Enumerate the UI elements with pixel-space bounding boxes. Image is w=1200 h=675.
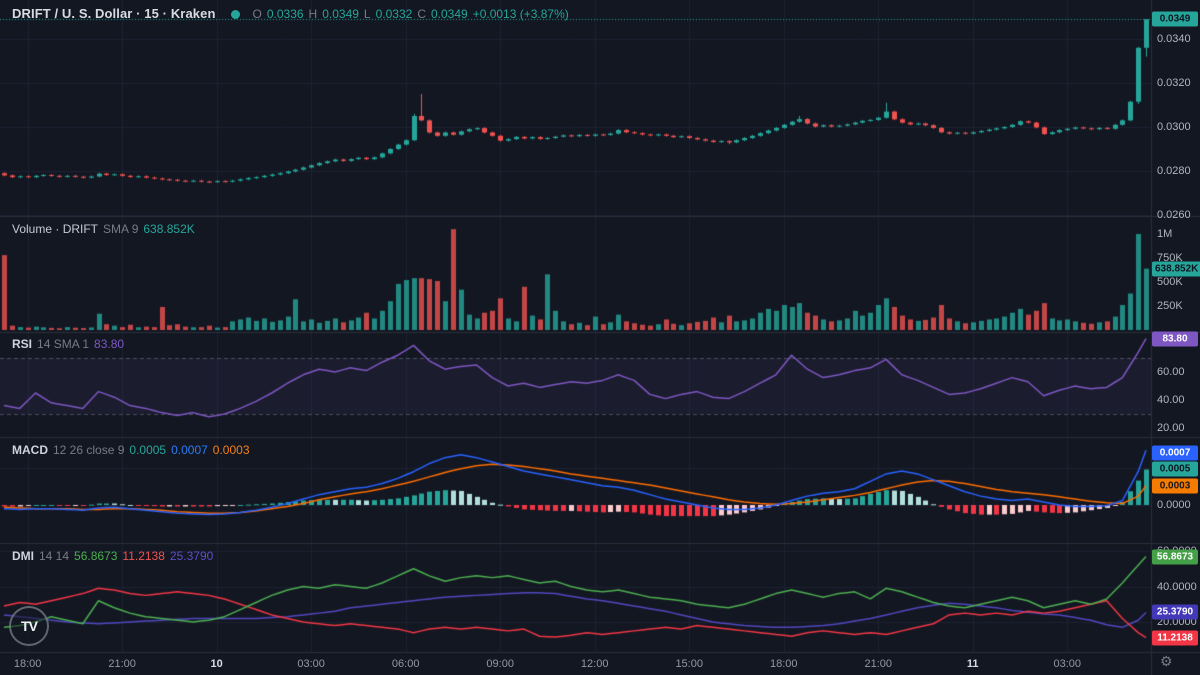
high-label: H — [308, 7, 318, 21]
tradingview-logo[interactable]: TV — [9, 606, 49, 646]
dmi-minus-value: 11.2138 — [122, 549, 165, 563]
rsi-value-badge: 83.80 — [1152, 331, 1198, 347]
price-axis[interactable]: 0.0340 0.0320 0.0300 0.0280 0.0260 1M 750K 500K… — [1151, 0, 1200, 652]
time-tick-0300-3: 03:00 — [297, 658, 325, 670]
macd-param: 12 26 close 9 — [53, 443, 125, 457]
settings-gear-icon[interactable]: ⚙︎ — [1160, 653, 1173, 669]
dmi-legend: DMI 14 14 56.8673 11.2138 25.3790 — [12, 548, 213, 564]
dmi-value-badge-2: 11.2138 — [1152, 630, 1198, 646]
high-value: 0.0349 — [322, 7, 359, 21]
time-tick-1200-6: 12:00 — [580, 658, 609, 670]
low-label: L — [363, 7, 371, 21]
symbol-title[interactable]: DRIFT / U. S. Dollar · 15 · Kraken — [12, 6, 216, 21]
rsi-legend: RSI 14 SMA 1 83.80 — [12, 336, 124, 352]
time-tick-10-2: 10 — [210, 658, 223, 670]
time-tick-0900-5: 09:00 — [486, 658, 514, 670]
price-axis-label-3: 0.0280 — [1157, 165, 1191, 177]
time-tick-1800-0: 18:00 — [13, 658, 42, 670]
rsi-value: 83.80 — [94, 337, 125, 351]
macd-signal-value: 0.0003 — [212, 443, 250, 457]
macd-value-badge-0: 0.0007 — [1152, 445, 1198, 461]
time-tick-0600-4: 06:00 — [391, 658, 420, 670]
macd-line-value: 0.0007 — [171, 443, 208, 457]
macd-legend: MACD 12 26 close 9 0.0005 0.0007 0.0003 — [12, 442, 250, 458]
current-price-badge: 0.0349 — [1152, 11, 1198, 27]
time-tick-2100-9: 21:00 — [864, 658, 892, 670]
rsi-axis-label-0: 60.00 — [1157, 366, 1185, 378]
volume-axis-label-1: 750K — [1157, 252, 1183, 264]
rsi-axis-label-1: 40.00 — [1157, 394, 1185, 406]
rsi-axis-label-2: 20.00 — [1157, 422, 1185, 434]
dmi-value-badge-1: 25.3790 — [1152, 604, 1198, 620]
dmi-title[interactable]: DMI — [12, 549, 34, 563]
time-tick-2100-1: 21:00 — [108, 658, 136, 670]
change-value: +0.0013 (+3.87%) — [472, 7, 569, 21]
volume-axis-label-2: 500K — [1157, 276, 1183, 288]
macd-title[interactable]: MACD — [12, 443, 48, 457]
time-axis[interactable]: 18:00 21:00 10 03:00 06:00 09:00 12:00 15:00 18:… — [0, 652, 1200, 675]
volume-legend: Volume · DRIFT SMA 9 638.852K — [12, 221, 195, 237]
dmi-axis-label-1: 40.0000 — [1157, 580, 1197, 593]
rsi-param: 14 SMA 1 — [37, 337, 90, 351]
volume-title[interactable]: Volume · DRIFT — [12, 222, 99, 236]
open-label: O — [252, 7, 262, 21]
low-value: 0.0332 — [375, 7, 413, 21]
time-tick-1800-8: 18:00 — [769, 658, 798, 670]
time-tick-1500-7: 15:00 — [675, 658, 703, 670]
volume-param: SMA 9 — [103, 222, 139, 236]
close-value: 0.0349 — [430, 7, 468, 21]
volume-value: 638.852K — [143, 222, 195, 236]
volume-axis-label-3: 250K — [1157, 300, 1183, 312]
time-tick-11-10: 11 — [966, 658, 979, 670]
open-value: 0.0336 — [266, 7, 304, 21]
price-axis-label-2: 0.0300 — [1157, 121, 1191, 133]
macd-axis-label-1: 0.0000 — [1157, 499, 1191, 511]
dmi-plus-value: 56.8673 — [74, 549, 118, 563]
price-axis-label-1: 0.0320 — [1157, 77, 1191, 89]
macd-value-badge-1: 0.0005 — [1152, 461, 1198, 477]
dmi-adx-value: 25.3790 — [169, 549, 214, 563]
time-tick-0300-11: 03:00 — [1053, 658, 1082, 670]
price-axis-label-0: 0.0340 — [1157, 33, 1191, 45]
macd-value-badge-2: 0.0003 — [1152, 478, 1198, 494]
dmi-param: 14 14 — [39, 549, 70, 563]
volume-axis-label-0: 1M — [1157, 228, 1173, 240]
volume-value-badge: 638.852K — [1152, 261, 1200, 277]
dmi-value-badge-0: 56.8673 — [1152, 549, 1198, 565]
realtime-data-dot[interactable] — [230, 9, 240, 19]
price-axis-label-4: 0.0260 — [1157, 209, 1191, 221]
macd-hist-value: 0.0005 — [129, 443, 167, 457]
chart-legend: DRIFT / U. S. Dollar · 15 · Kraken O 0.0… — [12, 6, 569, 22]
rsi-title[interactable]: RSI — [12, 337, 33, 351]
close-label: C — [417, 7, 426, 21]
